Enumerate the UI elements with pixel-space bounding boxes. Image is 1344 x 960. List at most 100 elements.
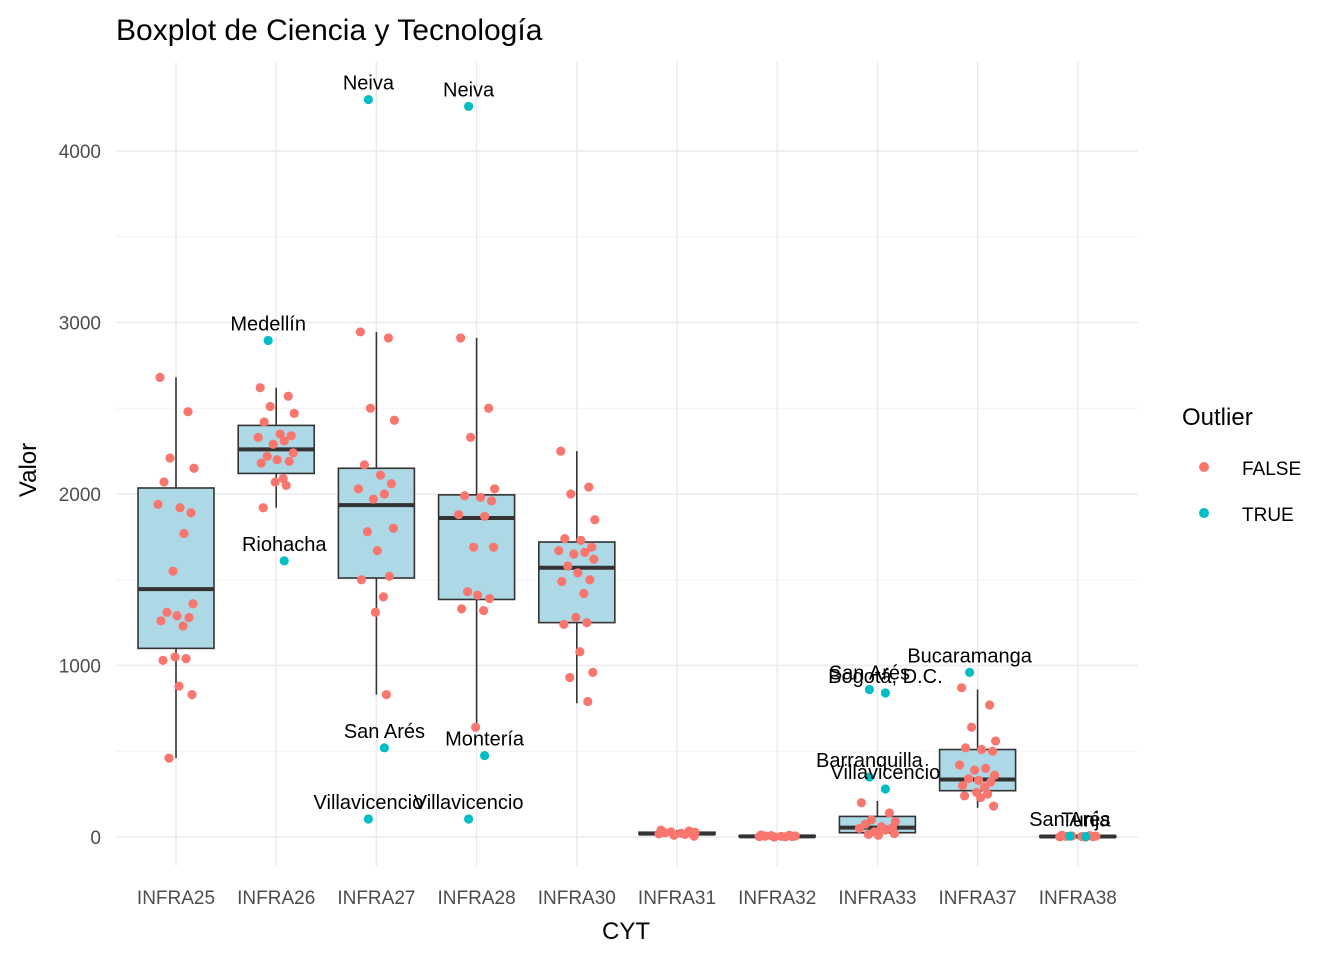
data-point — [589, 554, 599, 564]
tick-layer: 0 1000 2000 3000 4000 INFRA25 INFRA26 INFRA27 IN… — [59, 142, 1117, 909]
x-tick-label: INFRA37 — [939, 888, 1017, 909]
x-tick-label: INFRA32 — [738, 888, 816, 909]
data-point — [156, 616, 166, 626]
data-point — [582, 618, 592, 628]
data-point — [168, 566, 178, 576]
data-point — [389, 415, 399, 425]
data-point — [259, 417, 269, 427]
data-point — [554, 545, 564, 556]
legend-title: Outlier — [1182, 404, 1253, 431]
outlier-label-layer: Medellín Riohacha Neiva San Arés Villavicenc… — [230, 73, 1111, 832]
data-point — [880, 825, 891, 835]
data-point — [957, 683, 967, 693]
data-point — [974, 775, 984, 786]
x-tick-label: INFRA27 — [337, 888, 415, 909]
data-point — [186, 508, 196, 518]
data-point — [372, 545, 382, 556]
x-tick-label: INFRA25 — [137, 888, 215, 909]
outlier-point — [263, 335, 273, 346]
data-point — [278, 473, 288, 484]
data-point — [976, 792, 986, 803]
outlier-label: Neiva — [343, 73, 395, 95]
data-point — [989, 801, 999, 811]
data-point — [579, 588, 589, 599]
legend-label-true: TRUE — [1242, 505, 1294, 526]
outlier-point — [880, 784, 891, 794]
data-point — [288, 448, 298, 458]
data-point — [179, 528, 189, 539]
data-point — [184, 612, 194, 623]
data-point — [262, 451, 272, 461]
data-point — [286, 431, 296, 441]
box-layer — [137, 331, 1117, 839]
data-point — [967, 722, 977, 732]
data-point — [375, 470, 385, 480]
outlier-label: San Arés — [829, 663, 910, 685]
x-tick-label: INFRA33 — [838, 888, 916, 909]
data-point — [566, 489, 576, 499]
data-point — [576, 535, 586, 545]
data-point — [281, 480, 291, 491]
outlier-point — [880, 688, 891, 698]
data-point — [960, 791, 970, 801]
outlier-point — [864, 684, 875, 695]
data-point — [463, 587, 473, 597]
data-point — [253, 432, 263, 443]
data-point — [473, 590, 483, 600]
data-point — [476, 492, 486, 503]
point-layer — [153, 94, 1101, 842]
data-point — [583, 696, 593, 707]
chart-title: Boxplot de Ciencia y Tecnología — [116, 14, 543, 47]
data-point — [165, 453, 175, 463]
data-point — [958, 780, 968, 791]
data-point — [258, 503, 268, 513]
data-point — [388, 523, 398, 533]
outlier-point — [379, 743, 389, 753]
data-point — [487, 496, 497, 506]
data-point — [991, 736, 1001, 746]
data-point — [575, 647, 585, 657]
data-point — [985, 700, 995, 710]
outlier-label: Montería — [445, 729, 525, 751]
outlier-point — [464, 101, 474, 112]
outlier-label: Neiva — [443, 79, 495, 101]
data-point — [284, 456, 294, 467]
data-point — [964, 774, 974, 784]
data-point — [490, 484, 500, 494]
data-point — [172, 611, 182, 621]
data-point — [370, 607, 380, 617]
data-point — [479, 606, 489, 616]
data-point — [560, 533, 570, 544]
data-point — [680, 829, 690, 840]
outlier-label: Villavicencio — [831, 762, 941, 784]
data-point — [174, 681, 184, 691]
outlier-label: San Arés — [1029, 809, 1110, 831]
data-point — [981, 763, 991, 774]
data-point — [170, 652, 180, 662]
outlier-label: San Arés — [344, 721, 425, 743]
outlier-point — [464, 814, 474, 824]
data-point — [980, 782, 990, 792]
data-point — [183, 407, 193, 417]
data-point — [188, 599, 198, 609]
outlier-point — [1065, 831, 1075, 841]
data-point — [754, 832, 764, 842]
data-point — [573, 568, 583, 578]
data-point — [1088, 832, 1098, 842]
data-point — [460, 491, 470, 501]
data-point — [178, 621, 188, 631]
data-point — [856, 798, 867, 808]
x-tick-label: INFRA28 — [438, 888, 516, 909]
y-axis-title: Valor — [15, 443, 42, 497]
outlier-label: Villavicencio — [314, 792, 424, 814]
data-point — [355, 327, 365, 337]
legend-key-false — [1199, 462, 1209, 472]
data-point — [588, 667, 598, 677]
data-point — [164, 753, 174, 763]
legend-label-false: FALSE — [1242, 459, 1301, 480]
data-point — [689, 831, 699, 841]
legend-key-true — [1199, 508, 1209, 518]
data-point — [983, 789, 993, 799]
data-point — [162, 607, 172, 617]
data-point — [873, 830, 884, 840]
